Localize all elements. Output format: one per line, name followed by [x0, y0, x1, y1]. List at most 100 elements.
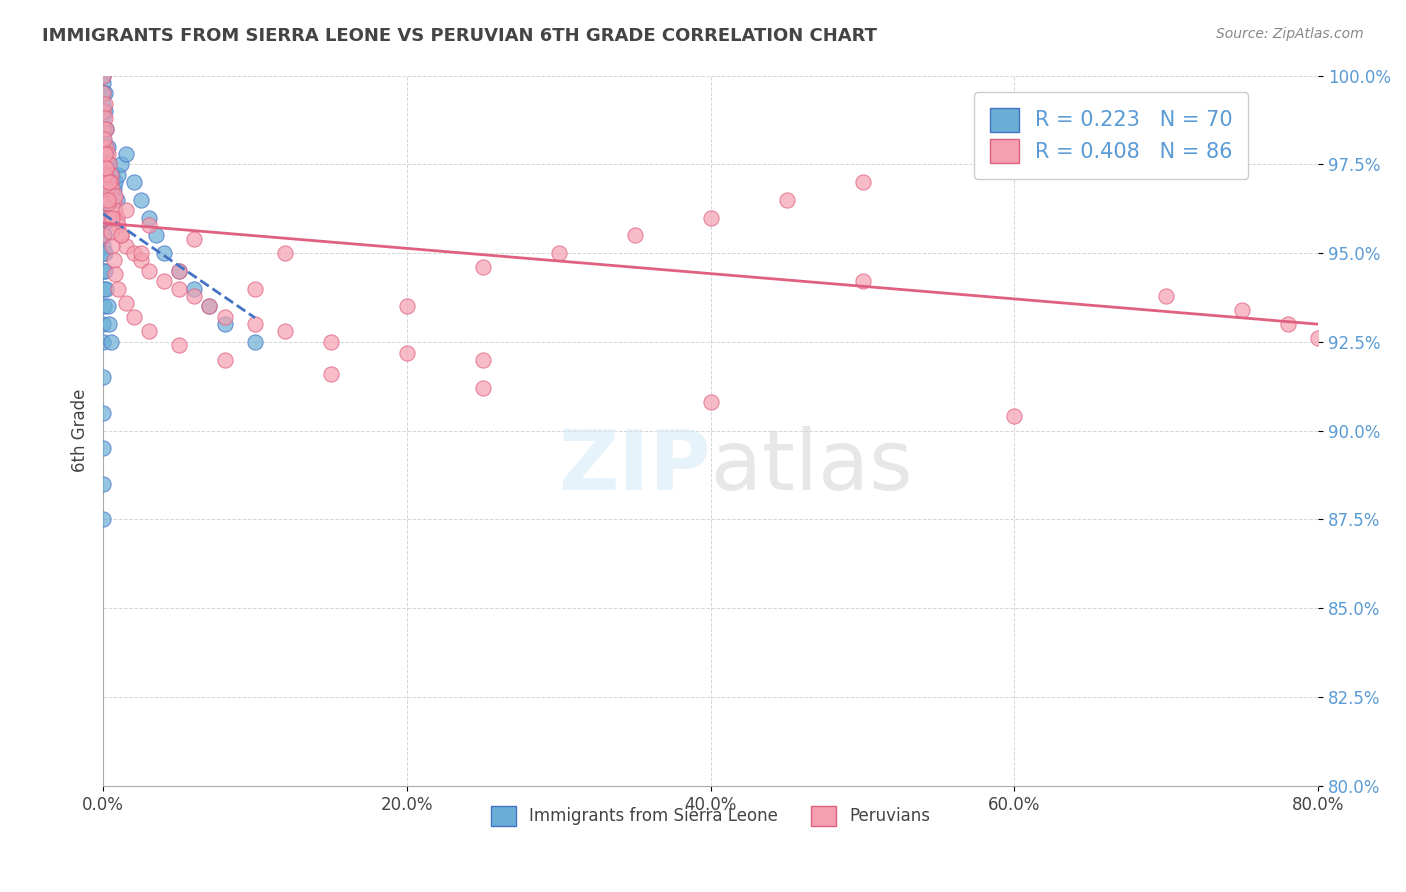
Point — [91, 406, 114, 420]
Point — [98, 175, 121, 189]
Point — [91, 182, 114, 196]
Point — [110, 228, 132, 243]
Point — [97, 139, 120, 153]
Point — [1156, 139, 1178, 153]
Point — [91, 218, 114, 232]
Point — [98, 182, 121, 196]
Point — [96, 282, 118, 296]
Point — [91, 317, 114, 331]
Point — [98, 157, 121, 171]
Point — [96, 175, 118, 189]
Point — [93, 282, 115, 296]
Point — [97, 196, 120, 211]
Point — [93, 228, 115, 243]
Point — [274, 324, 297, 338]
Point — [107, 282, 129, 296]
Point — [115, 239, 138, 253]
Point — [103, 253, 125, 268]
Point — [1004, 157, 1026, 171]
Point — [100, 175, 122, 189]
Point — [395, 299, 418, 313]
Point — [395, 345, 418, 359]
Point — [100, 168, 122, 182]
Point — [93, 246, 115, 260]
Point — [852, 275, 875, 289]
Point — [91, 69, 114, 83]
Point — [101, 168, 124, 182]
Point — [198, 299, 221, 313]
Point — [471, 352, 494, 367]
Point — [274, 246, 297, 260]
Point — [91, 203, 114, 218]
Point — [93, 168, 115, 182]
Point — [91, 239, 114, 253]
Text: ZIP: ZIP — [558, 425, 710, 507]
Point — [91, 193, 114, 207]
Point — [115, 203, 138, 218]
Point — [167, 282, 190, 296]
Point — [198, 299, 221, 313]
Point — [93, 175, 115, 189]
Point — [183, 232, 205, 246]
Point — [115, 295, 138, 310]
Point — [98, 157, 121, 171]
Point — [104, 268, 127, 282]
Point — [91, 168, 114, 182]
Point — [104, 189, 127, 203]
Point — [93, 139, 115, 153]
Y-axis label: 6th Grade: 6th Grade — [72, 389, 89, 473]
Point — [104, 203, 127, 218]
Point — [100, 225, 122, 239]
Point — [91, 175, 114, 189]
Point — [91, 121, 114, 136]
Point — [93, 299, 115, 313]
Point — [319, 334, 342, 349]
Point — [91, 157, 114, 171]
Point — [91, 442, 114, 456]
Point — [91, 139, 114, 153]
Point — [214, 310, 236, 324]
Point — [96, 121, 118, 136]
Point — [100, 193, 122, 207]
Point — [91, 111, 114, 125]
Point — [243, 334, 266, 349]
Point — [110, 157, 132, 171]
Legend: Immigrants from Sierra Leone, Peruvians: Immigrants from Sierra Leone, Peruvians — [482, 797, 939, 834]
Point — [103, 182, 125, 196]
Point — [138, 218, 160, 232]
Point — [103, 193, 125, 207]
Point — [97, 146, 120, 161]
Point — [91, 228, 114, 243]
Point — [93, 87, 115, 101]
Point — [97, 168, 120, 182]
Point — [91, 477, 114, 491]
Point — [852, 175, 875, 189]
Point — [129, 193, 152, 207]
Point — [138, 264, 160, 278]
Point — [1156, 289, 1178, 303]
Point — [98, 317, 121, 331]
Point — [138, 211, 160, 225]
Point — [93, 246, 115, 260]
Point — [93, 211, 115, 225]
Point — [122, 175, 145, 189]
Point — [129, 253, 152, 268]
Point — [93, 146, 115, 161]
Point — [167, 264, 190, 278]
Point — [214, 352, 236, 367]
Point — [122, 310, 145, 324]
Point — [91, 132, 114, 146]
Point — [153, 246, 176, 260]
Point — [91, 103, 114, 118]
Point — [110, 228, 132, 243]
Point — [93, 111, 115, 125]
Point — [93, 228, 115, 243]
Point — [105, 211, 128, 225]
Text: atlas: atlas — [710, 425, 912, 507]
Point — [93, 103, 115, 118]
Point — [91, 211, 114, 225]
Point — [775, 193, 797, 207]
Point — [471, 381, 494, 395]
Point — [94, 264, 117, 278]
Point — [319, 367, 342, 381]
